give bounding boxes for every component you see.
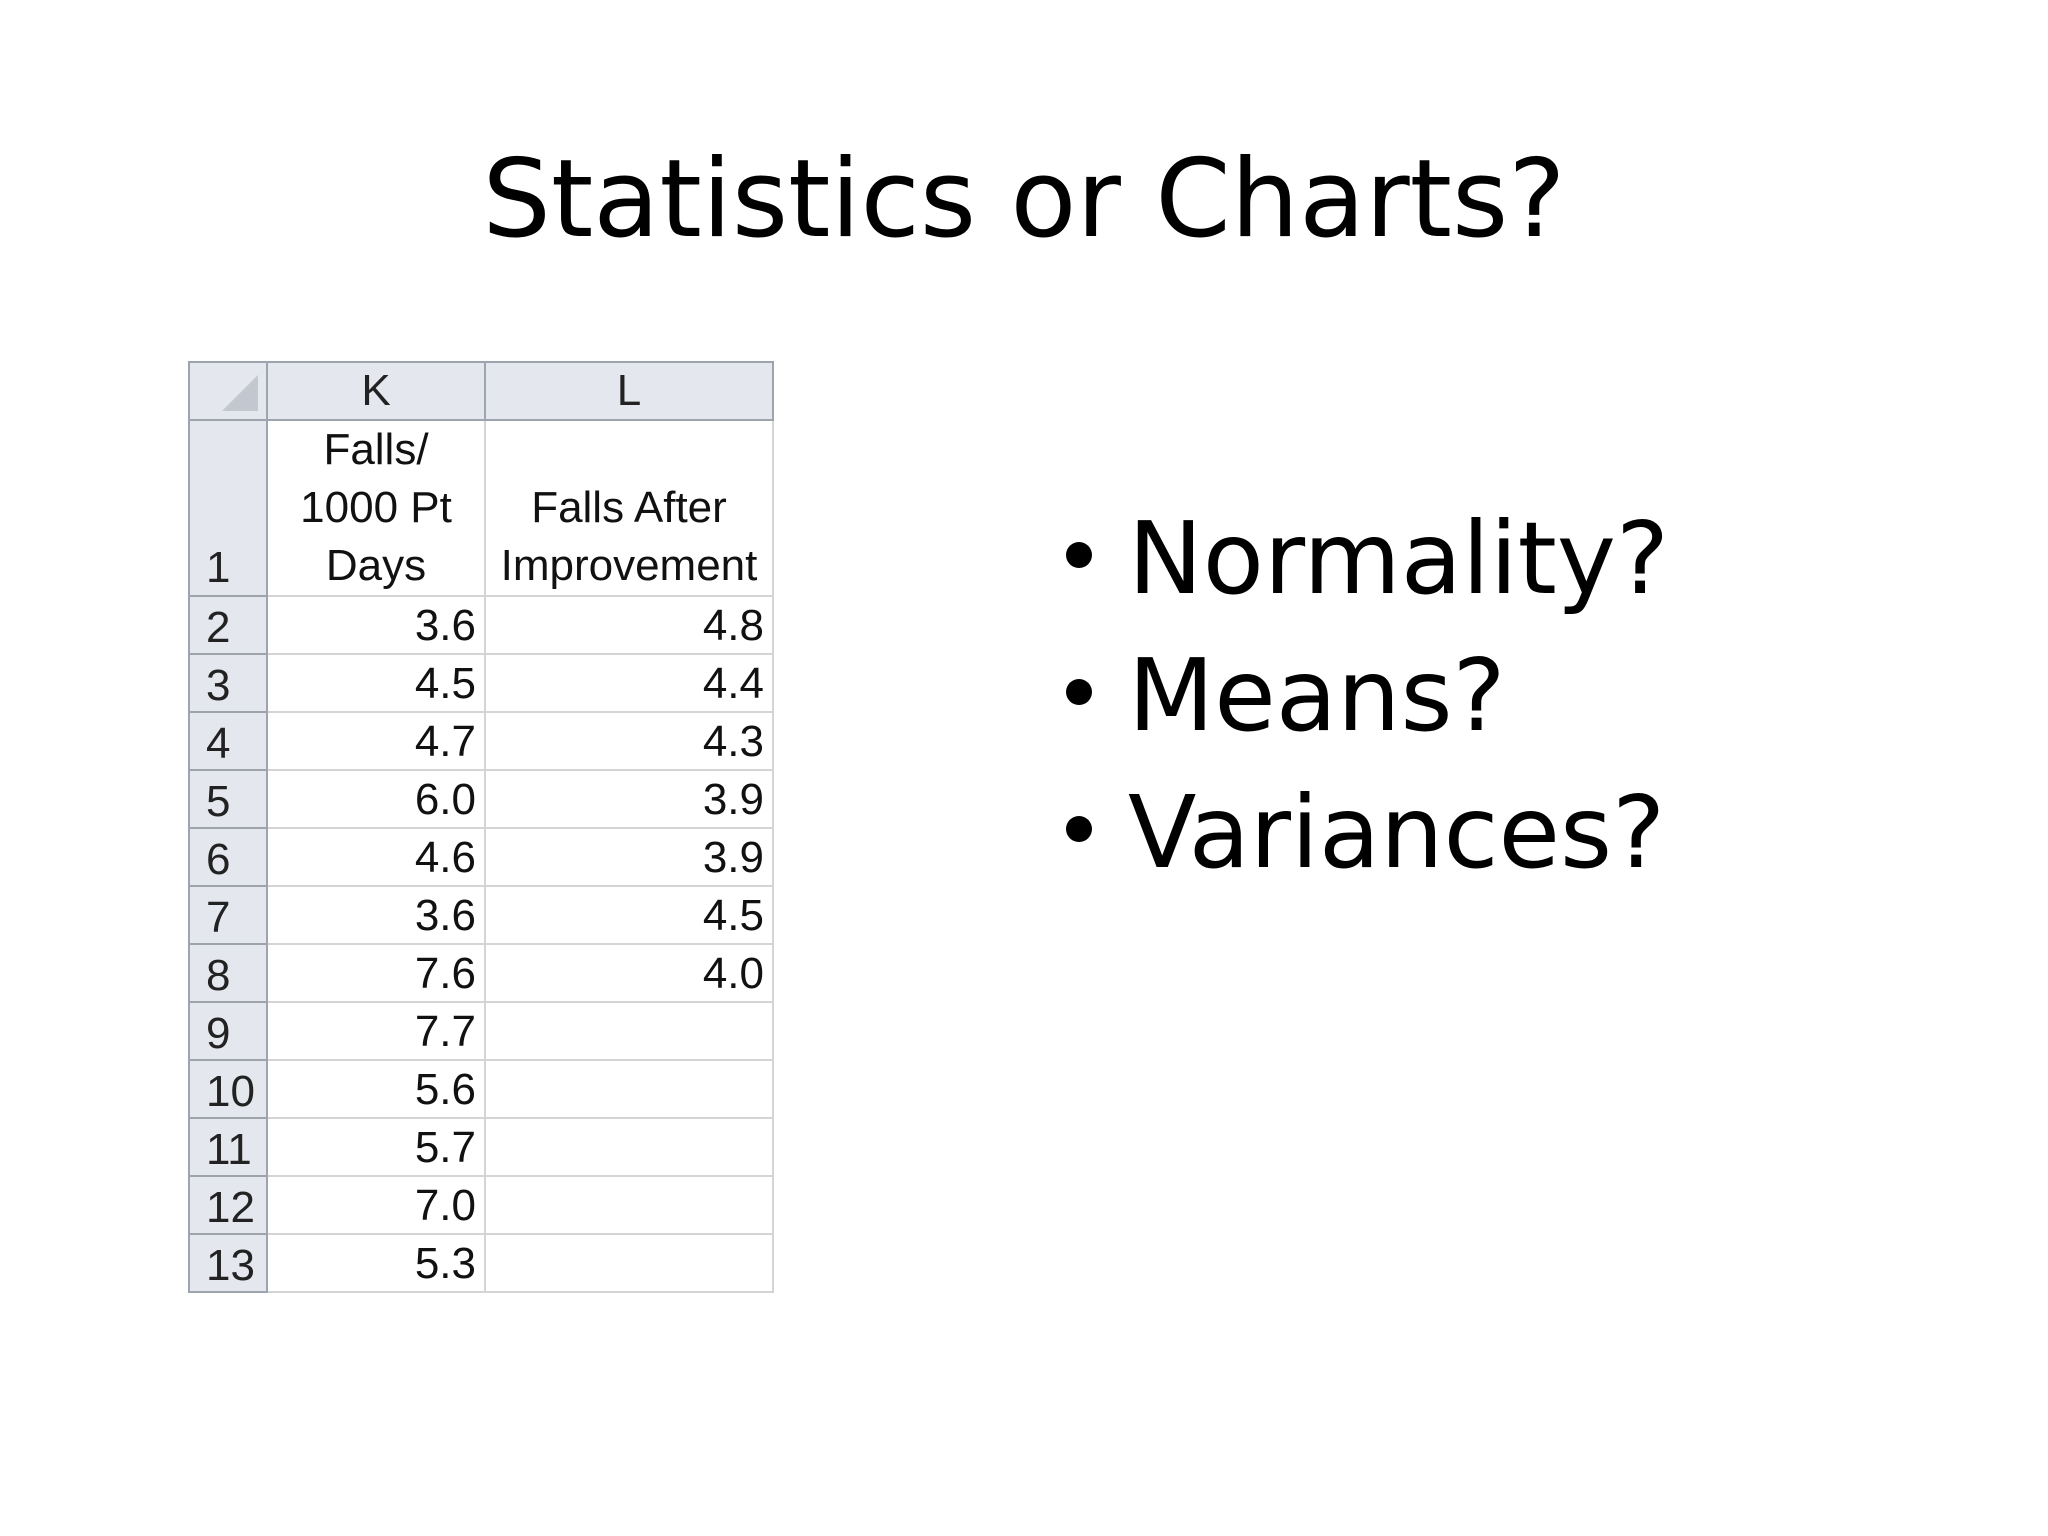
spreadsheet-body: 1 Falls/ 1000 Pt Days Falls After Improv…	[188, 419, 774, 1293]
bullet-item: Variances?	[1060, 764, 1669, 901]
cell-l[interactable]: 4.3	[484, 711, 774, 771]
cell-k[interactable]: 7.7	[266, 1001, 486, 1061]
row-header[interactable]: 12	[188, 1175, 268, 1235]
cell-l[interactable]: 3.9	[484, 827, 774, 887]
spreadsheet-table: K L 1 Falls/ 1000 Pt Days Falls After Im…	[188, 361, 774, 1293]
header-cell-k[interactable]: Falls/ 1000 Pt Days	[266, 419, 486, 597]
cell-l[interactable]: 4.5	[484, 885, 774, 945]
row-header[interactable]: 5	[188, 769, 268, 829]
row-header[interactable]: 8	[188, 943, 268, 1003]
row-header[interactable]: 3	[188, 653, 268, 713]
table-row: 3 4.5 4.4	[188, 653, 774, 713]
header-cell-l[interactable]: Falls After Improvement	[484, 419, 774, 597]
cell-l[interactable]	[484, 1175, 774, 1235]
bullet-dot-icon	[1066, 816, 1092, 842]
bullet-text: Normality?	[1128, 500, 1670, 617]
table-row: 2 3.6 4.8	[188, 595, 774, 655]
bullet-dot-icon	[1066, 679, 1092, 705]
cell-k[interactable]: 6.0	[266, 769, 486, 829]
select-all-corner[interactable]	[188, 361, 268, 421]
cell-l[interactable]	[484, 1001, 774, 1061]
row-header[interactable]: 9	[188, 1001, 268, 1061]
column-header-k[interactable]: K	[266, 361, 486, 421]
table-row: 4 4.7 4.3	[188, 711, 774, 771]
column-header-l[interactable]: L	[484, 361, 774, 421]
table-row: 13 5.3	[188, 1233, 774, 1293]
slide-title: Statistics or Charts?	[482, 137, 1566, 262]
row-header[interactable]: 7	[188, 885, 268, 945]
table-row: 6 4.6 3.9	[188, 827, 774, 887]
cell-k[interactable]: 7.6	[266, 943, 486, 1003]
header-l-line: Falls After	[531, 483, 727, 532]
cell-k[interactable]: 3.6	[266, 595, 486, 655]
table-row: 5 6.0 3.9	[188, 769, 774, 829]
table-row: 9 7.7	[188, 1001, 774, 1061]
cell-k[interactable]: 4.6	[266, 827, 486, 887]
bullet-text: Means?	[1128, 637, 1506, 754]
header-k-line: 1000 Pt	[300, 483, 452, 532]
cell-k[interactable]: 4.5	[266, 653, 486, 713]
row-header[interactable]: 1	[188, 419, 268, 597]
cell-k[interactable]: 5.3	[266, 1233, 486, 1293]
cell-k[interactable]: 7.0	[266, 1175, 486, 1235]
table-row: 10 5.6	[188, 1059, 774, 1119]
table-row: 11 5.7	[188, 1117, 774, 1177]
cell-l[interactable]	[484, 1117, 774, 1177]
row-header[interactable]: 6	[188, 827, 268, 887]
row-header[interactable]: 4	[188, 711, 268, 771]
bullet-dot-icon	[1066, 542, 1092, 568]
table-row: 7 3.6 4.5	[188, 885, 774, 945]
cell-l[interactable]	[484, 1233, 774, 1293]
row-header[interactable]: 13	[188, 1233, 268, 1293]
cell-l[interactable]	[484, 1059, 774, 1119]
cell-k[interactable]: 4.7	[266, 711, 486, 771]
cell-k[interactable]: 5.7	[266, 1117, 486, 1177]
cell-l[interactable]: 4.4	[484, 653, 774, 713]
cell-k[interactable]: 5.6	[266, 1059, 486, 1119]
select-all-triangle-icon	[222, 375, 258, 411]
header-k-line: Days	[325, 541, 427, 590]
bullet-text: Variances?	[1128, 774, 1666, 891]
row-header[interactable]: 10	[188, 1059, 268, 1119]
header-l-line: Improvement	[500, 541, 758, 590]
header-k-line: Falls/	[323, 425, 429, 474]
table-row: 8 7.6 4.0	[188, 943, 774, 1003]
cell-l[interactable]: 4.8	[484, 595, 774, 655]
cell-l[interactable]: 3.9	[484, 769, 774, 829]
cell-k[interactable]: 3.6	[266, 885, 486, 945]
row-header[interactable]: 2	[188, 595, 268, 655]
row-header[interactable]: 11	[188, 1117, 268, 1177]
bullet-item: Normality?	[1060, 490, 1669, 627]
bullet-item: Means?	[1060, 627, 1669, 764]
bullet-list: Normality? Means? Variances?	[1060, 490, 1669, 901]
cell-l[interactable]: 4.0	[484, 943, 774, 1003]
table-row: 12 7.0	[188, 1175, 774, 1235]
table-row: 1 Falls/ 1000 Pt Days Falls After Improv…	[188, 419, 774, 597]
